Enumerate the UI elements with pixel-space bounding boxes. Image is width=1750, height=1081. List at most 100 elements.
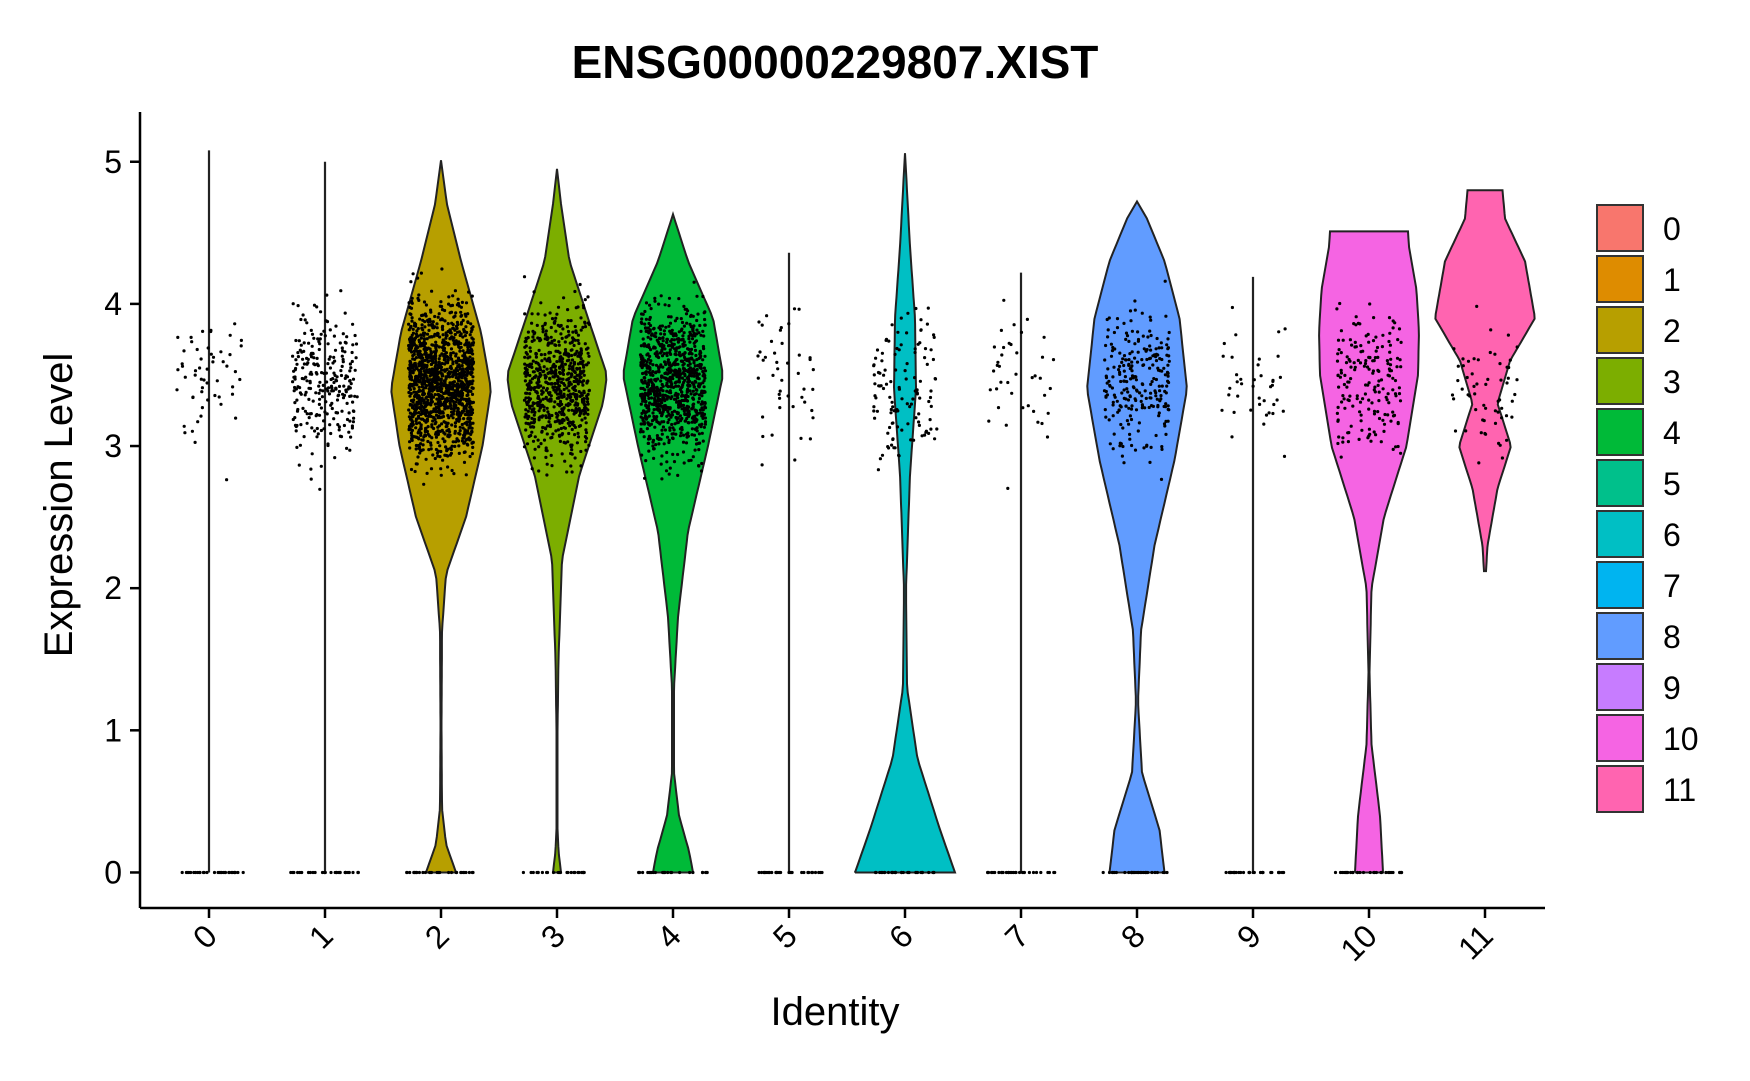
data-point [416,352,420,356]
data-point [301,366,305,370]
data-point [665,397,669,401]
data-point [1493,421,1498,425]
data-point [667,304,671,308]
data-point [703,406,708,410]
data-point [348,362,352,366]
data-point [549,335,553,339]
data-point [645,360,649,364]
data-point [569,399,573,403]
data-point [678,368,682,372]
data-point [897,348,901,352]
data-point [528,346,532,350]
data-point [409,431,413,435]
data-point [1118,351,1122,355]
data-point [1131,870,1135,875]
data-point [566,393,570,397]
data-point [1481,418,1485,422]
data-point [773,351,777,355]
data-point [657,369,661,373]
data-point [342,384,346,388]
data-point [669,315,673,319]
data-point [666,870,670,875]
data-point [555,312,559,316]
data-point [905,402,909,406]
data-point [526,416,530,421]
data-point [649,307,653,311]
data-point [1363,361,1368,366]
data-point [574,352,578,356]
data-point [522,275,527,279]
data-point [337,389,341,394]
data-point [531,370,536,374]
data-point [700,431,704,435]
data-point [1235,380,1239,384]
data-point [1156,353,1160,357]
data-point [1148,366,1152,370]
data-point [1363,392,1367,396]
data-point [412,368,416,372]
data-point [661,336,665,340]
data-point [661,365,665,369]
data-point [695,294,699,298]
data-point [568,392,573,396]
data-point [415,462,419,466]
data-point [682,331,686,335]
data-point [338,341,342,345]
data-point [1166,347,1170,351]
data-point [1015,351,1019,355]
data-point [176,368,180,372]
data-point [425,365,429,369]
data-point [1375,345,1380,350]
data-point [647,396,651,400]
data-point [1379,378,1384,382]
data-point [1505,381,1509,385]
data-point [931,870,935,875]
data-point [351,400,355,404]
data-point [699,333,703,337]
data-point [703,416,708,420]
data-point [1139,399,1143,403]
y-tick-label: 3 [104,428,122,464]
data-point [652,408,656,412]
data-point [649,359,653,363]
data-point [574,410,578,415]
data-point [550,339,554,343]
data-point [326,389,330,393]
data-point [645,427,650,431]
data-point [239,344,243,348]
data-point [565,386,569,390]
data-point [176,335,180,339]
data-point [1349,377,1353,381]
data-point [333,456,337,460]
data-point [643,322,647,326]
data-point [1124,331,1129,335]
data-point [345,417,350,422]
data-point [209,352,213,356]
data-point [567,408,571,412]
data-point [560,421,564,425]
data-point [415,383,419,387]
data-point [547,351,551,355]
data-point [1127,870,1131,875]
data-point [428,870,432,875]
data-point [1354,315,1358,319]
data-point [913,389,917,393]
data-point [647,437,651,441]
data-point [200,386,204,390]
data-point [648,329,652,333]
data-point [410,433,414,438]
data-point [1367,367,1371,371]
data-point [206,346,210,350]
data-point [471,362,475,366]
data-point [558,870,563,875]
data-point [427,448,431,452]
data-point [786,361,790,365]
data-point [878,371,882,375]
data-point [460,300,464,304]
data-point [888,395,892,399]
data-point [432,355,436,359]
data-point [318,380,322,384]
data-point [666,409,670,414]
data-point [545,473,549,477]
data-point [462,382,466,387]
